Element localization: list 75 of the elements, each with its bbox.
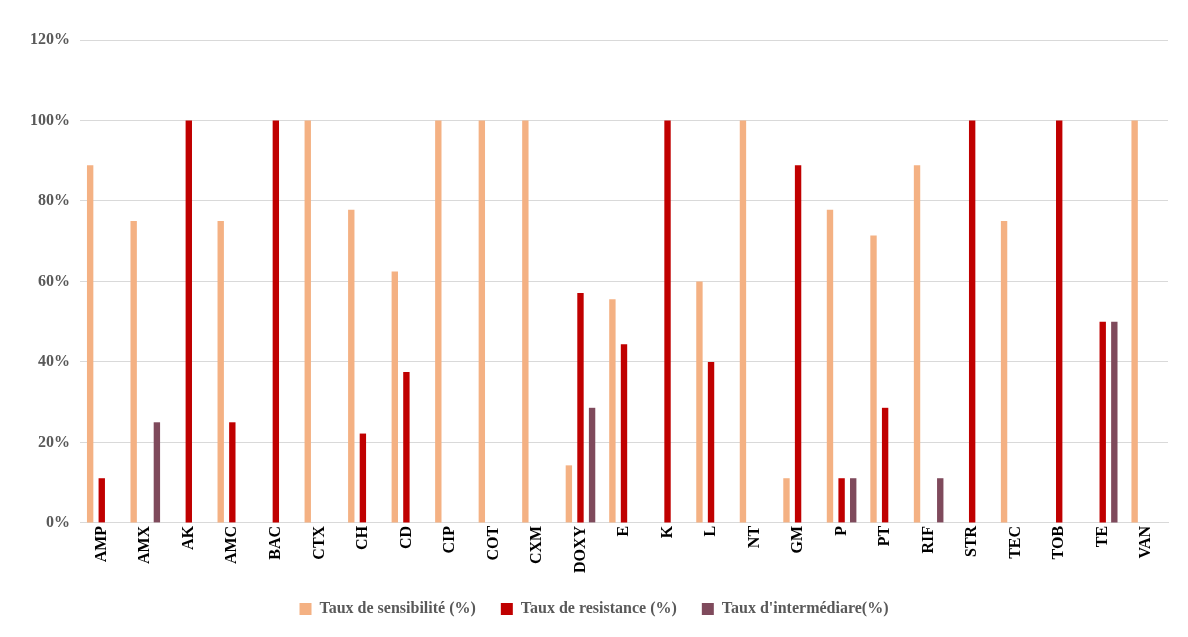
bar <box>478 120 486 523</box>
bar <box>707 361 715 523</box>
bar <box>229 422 236 523</box>
x-tick-label: P <box>831 525 849 536</box>
x-tick-label: COT <box>483 525 501 561</box>
bar <box>783 478 790 523</box>
x-tick-label: L <box>701 525 719 537</box>
x-tick-label: RIF <box>918 525 936 554</box>
x-tick-label: BAC <box>265 525 283 560</box>
bar <box>435 120 442 523</box>
bar <box>664 120 671 523</box>
bar <box>881 407 889 523</box>
bar <box>359 433 367 523</box>
bar <box>913 165 921 523</box>
legend-label: Taux de sensibilité (%) <box>319 599 476 618</box>
x-tick-label: STR <box>962 525 980 558</box>
bar <box>565 465 573 523</box>
bar <box>391 271 398 523</box>
x-tick-label: AMP <box>91 525 109 563</box>
bar <box>826 209 834 523</box>
y-tick-label: 0% <box>46 513 70 531</box>
x-tick-label: VAN <box>1136 525 1154 559</box>
bar <box>1099 321 1106 523</box>
x-tick-label: CD <box>396 525 414 549</box>
x-tick-label: E <box>614 525 632 537</box>
bar <box>153 422 161 523</box>
bar <box>304 120 311 523</box>
bar <box>403 371 410 523</box>
bar <box>130 221 137 523</box>
bar <box>272 120 280 523</box>
bar <box>609 299 616 523</box>
y-tick-label: 120% <box>30 30 70 48</box>
x-tick-label: AMX <box>135 525 153 565</box>
x-tick-label: CH <box>353 525 371 550</box>
bar <box>620 344 628 523</box>
x-tick-label: TE <box>1092 525 1110 548</box>
x-tick-label: PT <box>875 525 893 547</box>
x-tick-label: AK <box>178 525 196 550</box>
x-tick-label: K <box>657 525 675 539</box>
bar <box>696 281 703 523</box>
y-tick-label: 40% <box>38 352 70 370</box>
x-tick-label: TOB <box>1049 525 1067 560</box>
x-tick-label: DOXY <box>570 525 588 573</box>
x-tick-label: CIP <box>440 525 458 554</box>
y-tick-label: 60% <box>38 271 70 289</box>
bar <box>739 120 747 523</box>
bar <box>1111 321 1118 523</box>
y-tick-label: 20% <box>38 432 70 450</box>
bar <box>98 478 105 523</box>
bar <box>522 120 529 523</box>
x-tick-label: TEC <box>1005 525 1023 559</box>
x-tick-label: AMC <box>222 525 240 565</box>
bar <box>870 235 877 523</box>
x-tick-label: GM <box>788 525 806 554</box>
bar <box>577 293 584 523</box>
bar <box>794 165 802 523</box>
bar <box>588 407 596 523</box>
bar <box>968 120 976 523</box>
bar <box>1131 120 1138 523</box>
bar <box>185 120 192 523</box>
bar <box>86 165 94 523</box>
y-tick-label: 80% <box>38 191 70 209</box>
x-tick-label: CXM <box>527 525 545 565</box>
bar <box>838 478 845 523</box>
y-tick-label: 100% <box>30 110 70 128</box>
bar <box>217 221 224 523</box>
bar <box>850 478 857 523</box>
legend-label: Taux d'intermédiare(%) <box>721 599 889 618</box>
x-tick-label: NT <box>744 525 762 549</box>
legend-label: Taux de resistance (%) <box>520 599 677 618</box>
bar <box>1056 120 1063 523</box>
x-tick-label: CTX <box>309 525 327 560</box>
bar <box>1000 221 1008 523</box>
bar <box>937 478 944 523</box>
bar <box>348 209 355 523</box>
